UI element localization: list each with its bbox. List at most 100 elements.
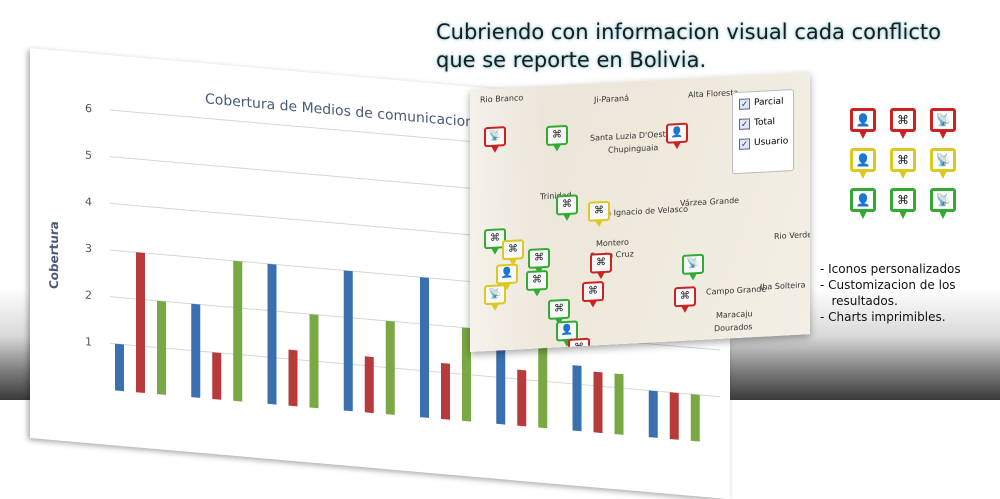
- map-marker-icon[interactable]: ⌘: [546, 124, 568, 147]
- legend-label: Parcial: [754, 96, 784, 109]
- user-comment-icon-glyph: 👤: [855, 193, 871, 207]
- icon-tail: [899, 211, 907, 219]
- icon-tail: [859, 211, 867, 219]
- marker-glyph-icon: ⌘: [588, 285, 598, 297]
- satellite-dish-icon: 📡: [930, 148, 956, 172]
- map-place-label: Alta Floresta: [688, 87, 739, 100]
- bar: [420, 277, 429, 418]
- marker-tail: [491, 303, 499, 311]
- marker-glyph-icon: ⌘: [508, 243, 518, 256]
- bar: [136, 252, 145, 394]
- bar: [648, 390, 658, 438]
- map-marker-icon[interactable]: ⌘: [588, 200, 610, 222]
- feature-item: - Charts imprimibles.: [820, 310, 946, 324]
- satellite-dish-icon: 📡: [930, 108, 956, 132]
- feature-item: resultados.: [820, 294, 898, 308]
- y-tick-label: 5: [85, 148, 92, 162]
- icon-set: 👤 ⌘ 📡 👤 ⌘ 📡 👤 ⌘ 📡: [850, 108, 960, 228]
- map-marker-icon[interactable]: ⌘: [528, 247, 550, 269]
- marker-glyph-icon: 👤: [670, 126, 684, 139]
- map-place-label: Maracaju: [716, 309, 753, 321]
- marker-glyph-icon: ⌘: [562, 198, 572, 211]
- checkbox-icon[interactable]: ✓: [739, 117, 750, 130]
- icon-tail: [939, 211, 947, 219]
- y-tick-label: 2: [85, 288, 92, 302]
- antenna-icon: ⌘: [890, 108, 916, 132]
- legend-item-parcial[interactable]: ✓ Parcial: [739, 92, 793, 113]
- bar: [517, 369, 527, 427]
- y-tick-label: 4: [85, 195, 92, 209]
- headline: Cubriendo con informacion visual cada co…: [436, 18, 996, 74]
- map-marker-icon[interactable]: 📡: [484, 284, 506, 306]
- map-marker-icon[interactable]: ⌘: [674, 286, 696, 308]
- map-marker-icon[interactable]: ⌘: [526, 269, 548, 292]
- user-comment-icon: 👤: [850, 108, 876, 132]
- map-pins: 📡⌘👤⌘⌘⌘⌘⌘⌘👤📡📡⌘⌘⌘⌘👤⌘: [470, 72, 810, 352]
- bar: [462, 327, 471, 422]
- map-place-label: Ji-Paraná: [594, 93, 629, 105]
- map-marker-icon[interactable]: ⌘: [582, 280, 604, 303]
- checkbox-icon[interactable]: ✓: [739, 137, 750, 150]
- grid-line: [110, 342, 720, 398]
- y-tick-label: 6: [85, 102, 92, 116]
- bar: [385, 320, 395, 415]
- satellite-dish-icon-glyph: 📡: [935, 193, 951, 207]
- marker-tail: [563, 213, 571, 222]
- map-marker-icon[interactable]: 👤: [666, 122, 688, 144]
- bar: [157, 300, 166, 395]
- icon-tail: [899, 171, 907, 179]
- map-marker-icon[interactable]: ⌘: [548, 298, 570, 320]
- bar: [212, 352, 222, 400]
- map-marker-icon[interactable]: 📡: [484, 126, 506, 148]
- map-place-label: Chupinguaia: [608, 143, 659, 155]
- marker-tail: [595, 220, 603, 228]
- antenna-icon: ⌘: [890, 188, 916, 212]
- map-place-label: Rio Branco: [480, 93, 524, 105]
- icon-tail: [859, 171, 867, 179]
- map-marker-icon[interactable]: ⌘: [590, 252, 612, 274]
- marker-glyph-icon: ⌘: [596, 256, 606, 269]
- map-place-label: Campo Grande: [706, 284, 767, 297]
- antenna-icon-glyph: ⌘: [897, 193, 909, 207]
- satellite-dish-icon-glyph: 📡: [935, 153, 951, 167]
- y-tick-label: 3: [85, 242, 92, 256]
- bar: [233, 260, 243, 402]
- headline-line-2: que se reporte en Bolivia.: [436, 48, 707, 72]
- headline-line-1: Cubriendo con informacion visual cada co…: [436, 20, 941, 44]
- y-axis-label: Cobertura: [47, 221, 61, 290]
- user-comment-icon-glyph: 👤: [855, 113, 871, 127]
- icon-tail: [939, 171, 947, 179]
- marker-tail: [491, 247, 499, 255]
- bar: [669, 392, 679, 440]
- bar: [690, 394, 700, 442]
- map-marker-icon[interactable]: 📡: [682, 253, 704, 275]
- marker-glyph-icon: 👤: [560, 324, 574, 337]
- feature-list: - Iconos personalizados - Customizacion …: [820, 261, 961, 325]
- marker-tail: [597, 271, 605, 280]
- map-card[interactable]: Rio Branco Ji-Paraná Alta Floresta Santa Lu…: [470, 72, 810, 352]
- feature-item: - Customizacion de los: [820, 278, 956, 292]
- map-marker-icon[interactable]: ⌘: [502, 239, 524, 261]
- user-comment-icon: 👤: [850, 188, 876, 212]
- satellite-dish-icon-glyph: 📡: [935, 113, 951, 127]
- marker-tail: [533, 289, 541, 297]
- marker-glyph-icon: ⌘: [680, 290, 690, 302]
- icon-tail: [939, 131, 947, 139]
- checkbox-icon[interactable]: ✓: [739, 97, 750, 110]
- marker-tail: [681, 305, 689, 313]
- antenna-icon: ⌘: [890, 148, 916, 172]
- feature-item: - Iconos personalizados: [820, 262, 961, 276]
- legend-item-usuario[interactable]: ✓ Usuario: [739, 132, 793, 153]
- map-marker-icon[interactable]: 👤: [496, 263, 518, 285]
- map-place-label: Montero: [596, 237, 629, 249]
- marker-glyph-icon: ⌘: [532, 274, 542, 286]
- y-tick-label: 1: [85, 335, 92, 349]
- bar: [572, 365, 582, 432]
- marker-tail: [689, 273, 697, 281]
- marker-glyph-icon: ⌘: [594, 204, 604, 217]
- legend-item-total[interactable]: ✓ Total: [739, 112, 793, 133]
- map-places: Rio Branco Ji-Paraná Alta Floresta Santa Lu…: [470, 72, 810, 333]
- bar: [267, 263, 277, 405]
- map-marker-icon[interactable]: ⌘: [556, 194, 578, 216]
- marker-tail: [589, 300, 597, 308]
